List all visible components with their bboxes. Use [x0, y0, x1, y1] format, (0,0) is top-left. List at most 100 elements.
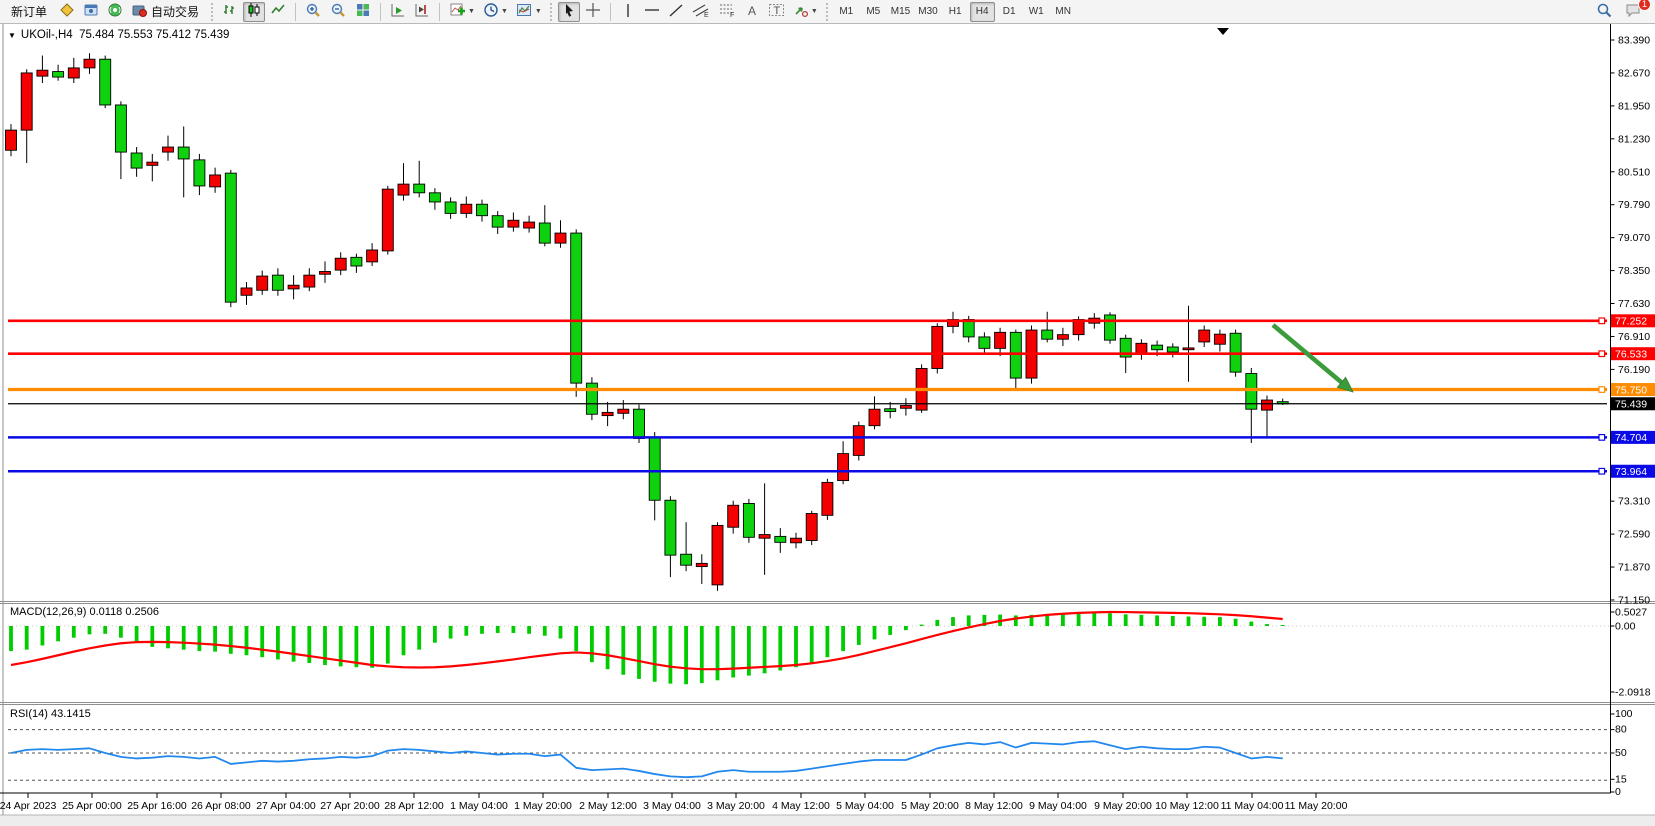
navigator-button[interactable] [80, 2, 102, 22]
candle-body [538, 222, 551, 244]
candle-body [821, 481, 834, 516]
timeframe-m15-button[interactable]: M15 [888, 2, 913, 22]
auto-scroll-button[interactable] [387, 2, 409, 22]
timeframe-d1-button[interactable]: D1 [997, 2, 1022, 22]
time-axis-label: 28 Apr 12:00 [384, 800, 444, 812]
candle-body [428, 192, 441, 203]
candle-body [1166, 346, 1179, 353]
main-toolbar: 新订单 自动交易 [0, 0, 1655, 24]
toolbar-separator [439, 2, 441, 21]
timeframe-w1-button[interactable]: W1 [1024, 2, 1049, 22]
ohlc-values: 75.484 75.553 75.412 75.439 [79, 29, 230, 41]
zoom-out-button[interactable] [327, 2, 350, 22]
candle-body [67, 67, 80, 79]
arrows-tool-button[interactable]: ▼ [790, 2, 821, 22]
text-tool-button[interactable]: A [741, 2, 763, 22]
price-level-box [1611, 383, 1655, 397]
candle-body [758, 534, 771, 539]
candle-body [256, 275, 269, 291]
candle-body [711, 524, 724, 586]
dropdown-arrow-icon: ▼ [534, 8, 542, 15]
candle-body [899, 405, 912, 409]
time-axis-label: 26 Apr 08:00 [191, 800, 251, 812]
timeframe-m30-button[interactable]: M30 [915, 2, 940, 22]
scroll-position-marker [1217, 28, 1229, 35]
text-label-tool-button[interactable]: T [765, 2, 788, 22]
candle-body [680, 553, 693, 566]
chart-candles-button[interactable] [243, 1, 266, 22]
crosshair-button[interactable] [582, 2, 604, 22]
periods-button[interactable]: ▼ [480, 2, 511, 22]
candle-body [727, 504, 740, 528]
line-anchor-marker [1598, 317, 1606, 325]
chart-bars-button[interactable] [219, 2, 241, 22]
candle-body [193, 159, 206, 187]
chart-window[interactable]: ▼ UKOil-,H4 75.484 75.553 75.412 75.439 M… [0, 24, 1655, 826]
candle-body [601, 411, 614, 417]
time-axis-label: 2 May 12:00 [579, 800, 637, 812]
price-tick-label: 71.150 [1618, 594, 1650, 606]
candle-body [224, 172, 237, 303]
search-icon [1596, 2, 1613, 22]
market-watch-button[interactable] [56, 2, 78, 22]
chart-shift-button[interactable] [411, 2, 433, 22]
candle-body [962, 319, 975, 338]
candle-body [491, 215, 504, 228]
macd-signal-line [10, 610, 1283, 671]
fibonacci-icon: F [718, 2, 736, 21]
timeframe-h4-button[interactable]: H4 [969, 1, 995, 22]
candle-body [381, 188, 394, 252]
channel-tool-button[interactable]: E [689, 2, 713, 22]
candle-body [648, 436, 661, 501]
time-axis-label: 11 May 20:00 [1285, 800, 1348, 812]
trendline-tool-button[interactable] [665, 2, 687, 22]
time-axis-label: 11 May 04:00 [1221, 800, 1284, 812]
text-label-icon: T [768, 2, 785, 21]
search-button[interactable] [1593, 2, 1616, 22]
signals-button[interactable] [104, 2, 126, 22]
chart-shift-icon [414, 2, 430, 21]
rsi-axis-label: 80 [1615, 724, 1627, 736]
candle-body [1245, 373, 1258, 410]
candle-body [742, 502, 755, 538]
candle-body [1261, 399, 1273, 411]
line-anchor-marker [1598, 386, 1606, 393]
symbol-ohlc-line: ▼ UKOil-,H4 75.484 75.553 75.412 75.439 [8, 29, 229, 41]
zoom-in-button[interactable] [302, 2, 325, 22]
fibonacci-tool-button[interactable]: F [715, 2, 739, 22]
new-order-label: 新订单 [11, 5, 48, 19]
candle-body [633, 408, 645, 439]
horizontal-line-tool-button[interactable] [641, 2, 663, 22]
time-axis-label: 9 May 20:00 [1094, 800, 1152, 812]
timeframe-mn-button[interactable]: MN [1051, 2, 1076, 22]
templates-button[interactable]: ▼ [513, 2, 545, 22]
candle-body [1104, 314, 1116, 341]
cursor-button[interactable] [557, 1, 580, 22]
timeframe-m5-button[interactable]: M5 [861, 2, 886, 22]
tile-windows-button[interactable] [352, 2, 374, 22]
chart-line-button[interactable] [267, 2, 289, 22]
candle-body [319, 271, 331, 275]
price-tick-label: 79.070 [1618, 232, 1650, 244]
candle-body [570, 232, 583, 384]
candle-body [507, 219, 520, 228]
indicators-button[interactable]: ▼ [446, 2, 478, 22]
toolbar-grip [211, 2, 214, 21]
autotrading-icon [131, 2, 148, 21]
candle-body [617, 408, 630, 414]
timeframe-h1-button[interactable]: H1 [943, 2, 968, 22]
chevron-down-icon: ▼ [8, 31, 16, 40]
autotrading-button[interactable]: 自动交易 [128, 2, 206, 22]
candle-body [397, 183, 410, 196]
timeframe-m1-button[interactable]: M1 [834, 2, 859, 22]
new-order-button[interactable]: 新订单 [4, 2, 54, 22]
price-level-box-label: 76.533 [1615, 349, 1647, 361]
vertical-line-tool-button[interactable] [617, 2, 639, 22]
chart-canvas[interactable]: 83.390 82.670 81.950 81.230 80.510 79.790 79.0… [0, 24, 1655, 826]
time-axis-label: 25 Apr 00:00 [62, 800, 122, 812]
horizontal-line-icon [644, 3, 660, 20]
notifications-button[interactable]: 1 [1622, 0, 1651, 22]
time-axis-label: 8 May 12:00 [965, 800, 1023, 812]
price-tick-label: 79.790 [1618, 199, 1650, 211]
candle-body [83, 58, 96, 69]
